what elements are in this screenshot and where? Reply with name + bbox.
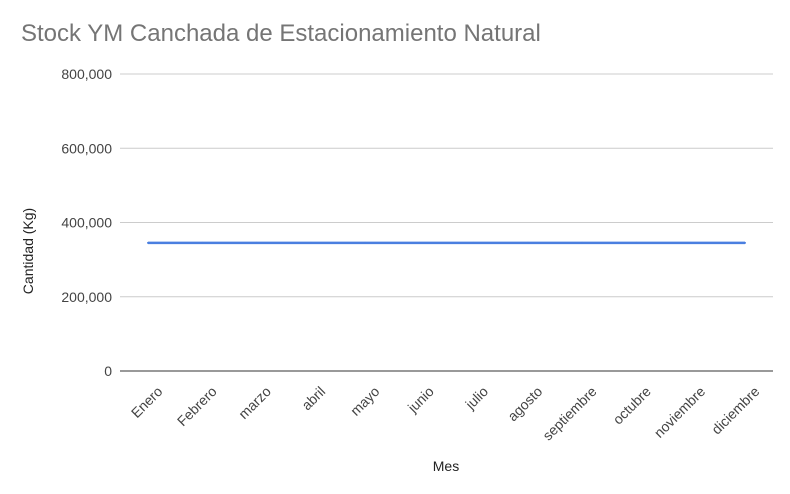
x-axis-label: Mes <box>433 458 459 474</box>
x-tick-label: Febrero <box>174 383 220 429</box>
data-point <box>309 241 312 244</box>
x-tick-label: Enero <box>128 383 166 421</box>
x-tick-label: abril <box>298 383 328 413</box>
data-point <box>255 241 258 244</box>
data-point <box>472 241 475 244</box>
x-tick-label: junio <box>404 383 437 416</box>
y-axis-ticks: 0 200,000 400,000 600,000 800,000 <box>61 66 112 379</box>
x-tick-label: noviembre <box>651 383 709 441</box>
chart-title: Stock YM Canchada de Estacionamiento Nat… <box>21 20 541 47</box>
data-point <box>418 241 421 244</box>
data-point <box>526 241 529 244</box>
y-tick-label: 800,000 <box>61 66 112 82</box>
y-tick-label: 200,000 <box>61 289 112 305</box>
x-tick-label: mayo <box>347 383 383 419</box>
data-point <box>147 241 149 244</box>
data-point <box>581 241 584 244</box>
x-tick-label: septiembre <box>539 383 599 443</box>
y-tick-label: 0 <box>104 363 112 379</box>
data-point <box>635 241 638 244</box>
data-point <box>744 241 746 244</box>
y-tick-label: 400,000 <box>61 215 112 231</box>
x-tick-label: marzo <box>235 383 274 422</box>
y-axis-label: Cantidad (Kg) <box>20 208 36 294</box>
data-point <box>364 241 367 244</box>
x-tick-label: julio <box>461 383 491 413</box>
y-tick-label: 600,000 <box>61 140 112 156</box>
x-tick-label: diciembre <box>708 383 762 437</box>
data-point <box>689 241 692 244</box>
series-layer <box>147 241 746 245</box>
grid-lines <box>120 73 773 372</box>
x-axis-ticks: Enero Febrero marzo abril mayo junio julio agos… <box>128 383 763 443</box>
x-tick-label: octubre <box>610 383 654 427</box>
data-point <box>201 241 204 244</box>
x-tick-label: agosto <box>504 383 545 424</box>
